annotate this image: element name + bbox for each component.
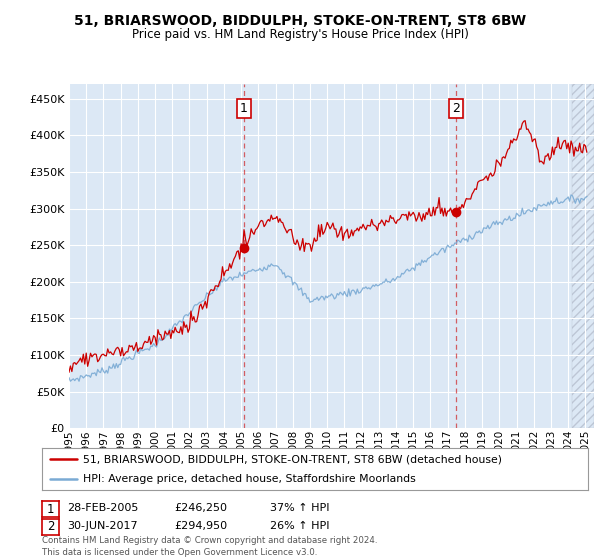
- Bar: [572, 84, 594, 428]
- Text: £246,250: £246,250: [174, 503, 227, 514]
- Text: £294,950: £294,950: [174, 521, 227, 531]
- Text: 2: 2: [452, 102, 460, 115]
- Text: HPI: Average price, detached house, Staffordshire Moorlands: HPI: Average price, detached house, Staf…: [83, 474, 416, 484]
- Text: 1: 1: [47, 502, 54, 516]
- Text: 2: 2: [47, 520, 54, 534]
- Text: Contains HM Land Registry data © Crown copyright and database right 2024.
This d: Contains HM Land Registry data © Crown c…: [42, 536, 377, 557]
- Text: 28-FEB-2005: 28-FEB-2005: [67, 503, 139, 514]
- Text: 37% ↑ HPI: 37% ↑ HPI: [270, 503, 329, 514]
- Text: 26% ↑ HPI: 26% ↑ HPI: [270, 521, 329, 531]
- Text: 51, BRIARSWOOD, BIDDULPH, STOKE-ON-TRENT, ST8 6BW (detached house): 51, BRIARSWOOD, BIDDULPH, STOKE-ON-TRENT…: [83, 454, 502, 464]
- Text: 30-JUN-2017: 30-JUN-2017: [67, 521, 138, 531]
- Text: 1: 1: [240, 102, 248, 115]
- Text: 51, BRIARSWOOD, BIDDULPH, STOKE-ON-TRENT, ST8 6BW: 51, BRIARSWOOD, BIDDULPH, STOKE-ON-TRENT…: [74, 14, 526, 28]
- Text: Price paid vs. HM Land Registry's House Price Index (HPI): Price paid vs. HM Land Registry's House …: [131, 28, 469, 41]
